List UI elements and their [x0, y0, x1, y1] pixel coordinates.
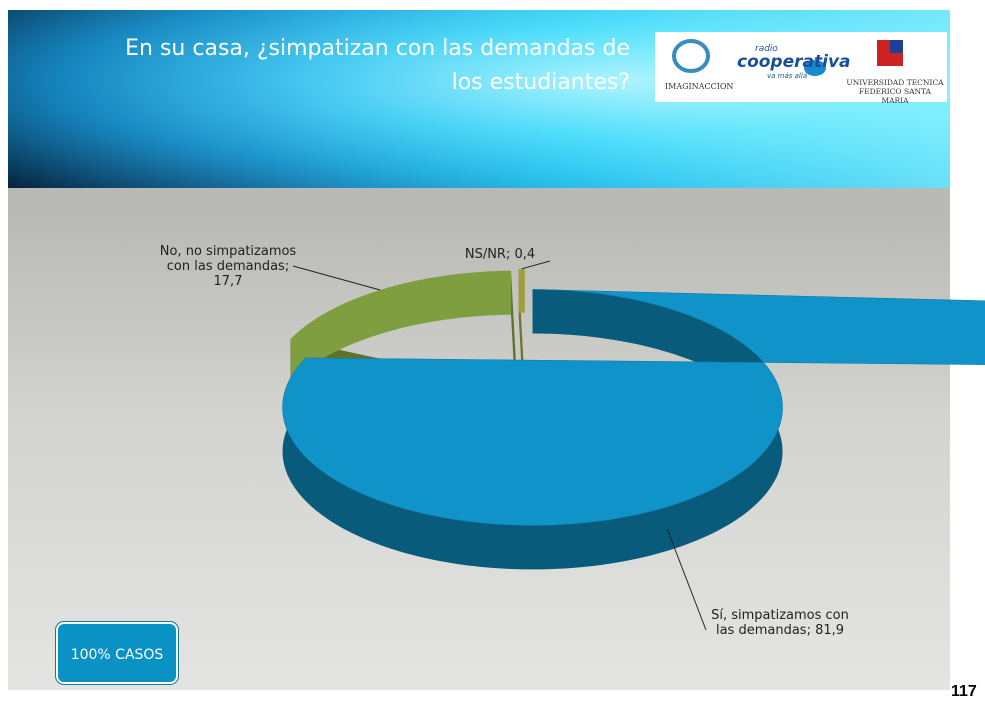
leader-line	[293, 266, 380, 290]
slide-page: En su casa, ¿simpatizan con las demandas…	[0, 0, 985, 711]
leader-line	[522, 261, 550, 269]
badge: 100% CASOS	[56, 622, 178, 684]
pie-chart	[0, 0, 985, 711]
data-label: No, no simpatizamos con las demandas; 17…	[153, 244, 303, 289]
page-number: 117	[951, 683, 977, 701]
slice-side	[519, 269, 525, 313]
data-label: Sí, simpatizamos con las demandas; 81,9	[710, 608, 850, 638]
data-label: NS/NR; 0,4	[440, 247, 560, 262]
